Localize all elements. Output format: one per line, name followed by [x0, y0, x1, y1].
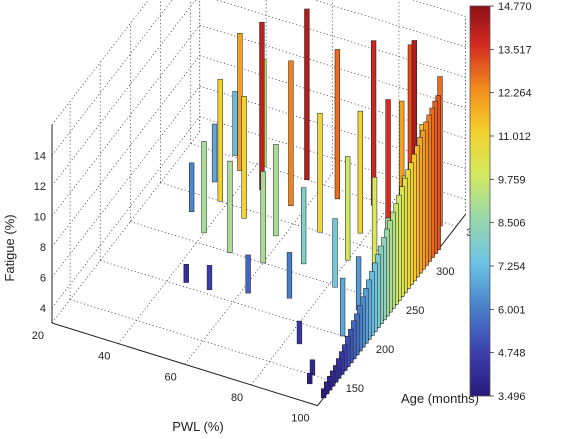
- z-tick-label: 12: [34, 181, 46, 193]
- colorbar-tick-label: 14.770: [498, 1, 532, 13]
- bar: [273, 144, 279, 237]
- colorbar: 14.770 13.517 12.264 11.012 9.759 8.506 7.254 6…: [469, 1, 532, 403]
- bar: [183, 263, 189, 283]
- colorbar-tick-label: 12.264: [498, 88, 532, 100]
- bar: [323, 381, 330, 395]
- bar: [288, 60, 294, 206]
- bar: [245, 254, 251, 294]
- colorbar-tick-label: 9.759: [498, 174, 526, 186]
- colorbar-tick-label: 8.506: [498, 218, 526, 230]
- bar: [241, 96, 247, 219]
- bar: [211, 123, 218, 183]
- z-axis-label: Fatigue (%): [2, 214, 17, 281]
- z-tick-label: 14: [34, 150, 46, 162]
- x-tick-label: 100: [291, 413, 309, 425]
- bar: [307, 372, 313, 385]
- z-tick-label: 6: [40, 272, 46, 284]
- y-tick-label: 200: [376, 344, 394, 356]
- y-axis-label: Age (months): [401, 391, 479, 406]
- bar: [304, 8, 310, 181]
- y-tick-label: 300: [436, 266, 454, 278]
- x-axis-label: PWL (%): [172, 419, 224, 434]
- bar: [339, 277, 346, 337]
- z-tick-label: 8: [40, 242, 46, 254]
- colorbar-gradient: [469, 5, 491, 397]
- bar: [188, 162, 195, 212]
- bar: [332, 218, 338, 288]
- bar: [232, 91, 238, 156]
- colorbar-tick-label: 7.254: [498, 261, 526, 273]
- x-tick-label: 40: [98, 351, 110, 363]
- x-tick-label: 20: [32, 330, 44, 342]
- y-tick-label: 250: [406, 305, 424, 317]
- bar: [320, 388, 327, 399]
- colorbar-tick-label: 4.748: [498, 348, 526, 360]
- bar: [345, 156, 351, 261]
- y-tick-label: 150: [346, 383, 364, 395]
- x-tick-label: 60: [165, 371, 177, 383]
- z-tick-label: 4: [40, 303, 46, 315]
- axis-ticks: 46810121420406080100150200250300350: [32, 150, 485, 424]
- bar: [286, 252, 293, 299]
- bar: [317, 112, 323, 233]
- bar: [217, 78, 223, 202]
- colorbar-tick-label: 6.001: [498, 304, 526, 316]
- colorbar-tick-label: 3.496: [498, 391, 526, 403]
- colorbar-tick-label: 13.517: [498, 44, 532, 56]
- z-tick-label: 10: [34, 211, 46, 223]
- x-tick-label: 80: [231, 392, 243, 404]
- bar: [334, 49, 341, 200]
- bar: [201, 141, 207, 234]
- bar: [296, 320, 303, 345]
- bar: [206, 265, 213, 291]
- colorbar-tick-label: 11.012: [498, 131, 531, 143]
- bar: [357, 110, 363, 234]
- bar: [260, 171, 266, 264]
- bar: [309, 359, 316, 376]
- bars: [183, 8, 443, 399]
- bar: [300, 187, 307, 265]
- colorbar-ticks: 14.770 13.517 12.264 11.012 9.759 8.506 7.254 6…: [490, 1, 532, 403]
- bar: [227, 160, 233, 253]
- bar: [259, 21, 265, 191]
